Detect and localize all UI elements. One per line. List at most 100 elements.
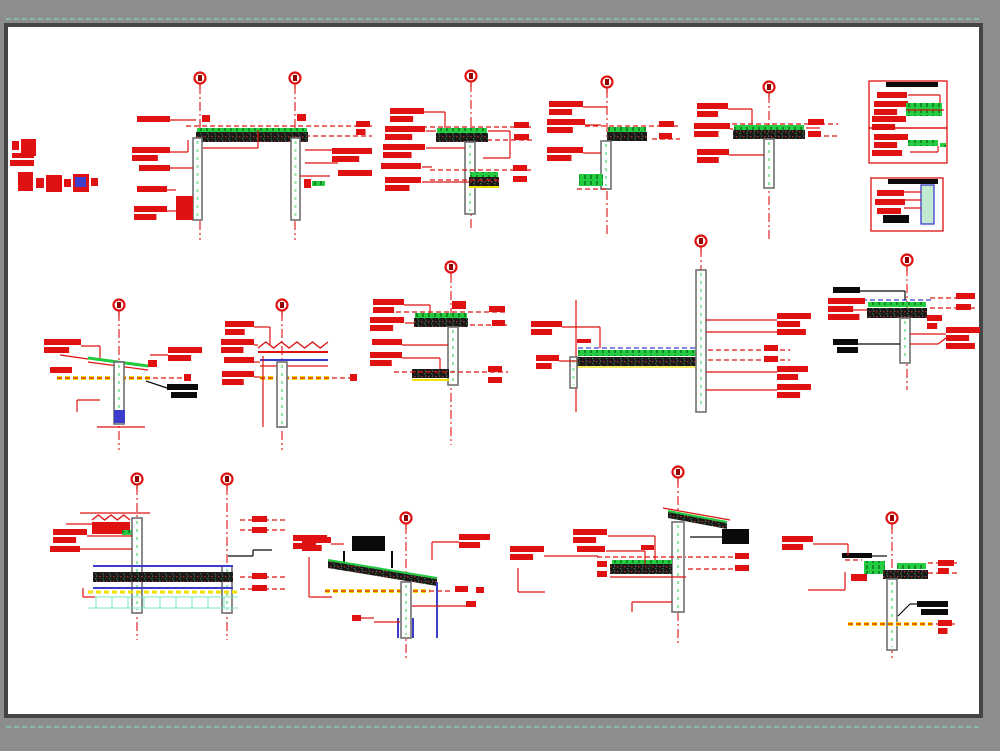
text-blob <box>510 554 534 560</box>
detail-c <box>547 75 680 235</box>
text-blob <box>488 377 502 383</box>
text-blob <box>547 155 572 161</box>
detail-l <box>302 511 490 660</box>
text-blob <box>877 190 904 196</box>
text-blob <box>488 366 502 372</box>
text-blob <box>224 357 254 363</box>
hatch-band <box>328 561 437 586</box>
insulation-band <box>470 172 498 177</box>
insulation-band <box>197 128 307 132</box>
insulation-band <box>122 530 133 535</box>
text-blob <box>694 123 730 129</box>
text-blob <box>875 199 905 205</box>
text-blob <box>531 321 562 327</box>
detail-k <box>50 472 327 640</box>
insulation-band <box>612 560 672 564</box>
legend-2 <box>868 127 948 164</box>
text-blob <box>921 609 948 615</box>
text-blob <box>44 347 70 353</box>
text-blob <box>44 339 81 345</box>
text-blob <box>168 347 202 353</box>
legend-1 <box>868 80 948 130</box>
text-blob <box>373 307 395 313</box>
text-blob <box>221 347 244 353</box>
text-blob <box>872 150 902 156</box>
detail-m <box>510 465 749 645</box>
text-blob <box>302 537 331 543</box>
text-blob <box>764 356 778 362</box>
text-blob <box>385 134 413 140</box>
text-blob <box>877 208 901 214</box>
text-blob <box>492 320 505 326</box>
text-blob <box>917 601 948 607</box>
hatch-band <box>577 357 701 366</box>
text-blob <box>137 116 170 122</box>
text-blob <box>938 620 952 626</box>
text-blob <box>390 108 424 114</box>
text-blob <box>370 360 392 366</box>
text-blob <box>514 122 529 128</box>
hatch-band <box>883 570 928 579</box>
insulation-band <box>864 561 885 574</box>
text-blob <box>828 306 854 312</box>
text-blob <box>381 163 421 169</box>
text-blob <box>549 101 583 107</box>
hatch-band <box>867 308 927 318</box>
text-blob <box>139 165 170 171</box>
text-blob <box>697 103 728 109</box>
wall-section <box>276 361 288 428</box>
text-blob <box>134 214 157 220</box>
hatch-band <box>436 133 488 142</box>
text-blob <box>390 116 414 122</box>
wall-section <box>763 138 775 189</box>
text-blob <box>171 392 197 398</box>
text-blob <box>168 355 192 361</box>
text-blob <box>302 545 322 551</box>
text-blob <box>946 343 975 349</box>
detail-j <box>828 253 980 390</box>
text-blob <box>946 335 970 341</box>
text-blob <box>735 565 749 571</box>
text-blob <box>777 384 811 390</box>
insulation-band <box>437 128 487 133</box>
text-blob <box>777 321 801 327</box>
wall-section <box>290 137 301 221</box>
wall-section <box>192 137 203 221</box>
detail-f <box>221 298 357 450</box>
text-blob <box>938 568 949 574</box>
insulation-band <box>578 350 700 356</box>
insulation-band <box>415 313 467 318</box>
text-blob <box>597 561 607 567</box>
text-blob <box>53 529 87 535</box>
text-blob <box>455 586 468 592</box>
text-blob <box>547 147 583 153</box>
text-blob <box>777 392 801 398</box>
text-blob <box>833 287 860 293</box>
text-blob <box>252 585 267 591</box>
text-blob <box>510 546 544 552</box>
legend-3 <box>870 177 944 232</box>
text-blob <box>459 542 481 548</box>
zigzag-flashing <box>91 514 131 521</box>
text-blob <box>697 111 719 117</box>
text-blob <box>808 131 821 137</box>
hatch-band <box>412 369 449 378</box>
text-blob <box>134 206 167 212</box>
text-blob <box>356 121 370 127</box>
text-blob <box>956 304 971 310</box>
text-blob <box>877 92 907 98</box>
text-blob <box>938 628 948 634</box>
text-blob <box>513 165 527 171</box>
text-blob <box>659 133 672 139</box>
text-blob <box>697 149 729 155</box>
hatch-band <box>469 177 499 186</box>
text-blob <box>252 573 267 579</box>
text-blob <box>874 142 898 148</box>
text-blob <box>872 116 906 122</box>
detail-a <box>132 71 372 240</box>
text-blob <box>132 155 158 161</box>
hatch-band <box>668 512 727 529</box>
text-blob <box>872 124 896 130</box>
